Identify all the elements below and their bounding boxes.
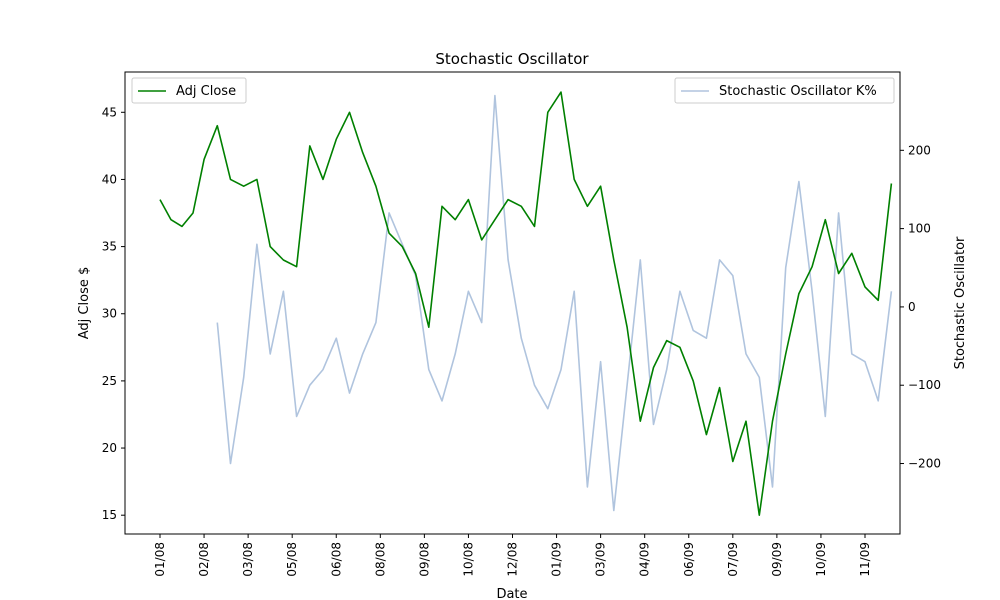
series-stochastic-line [216, 94, 893, 512]
x-ticks: 01/08 02/08 03/08 05/08 06/08 08/08 09/08 10/08… [153, 534, 872, 577]
y-left-ticks: 15 20 25 30 35 40 45 [102, 105, 125, 522]
y-left-tick-label: 25 [102, 374, 117, 388]
x-tick-label: 07/09 [726, 542, 740, 577]
x-tick-label: 02/08 [197, 542, 211, 577]
legend-left-box [131, 77, 247, 104]
x-tick-label: 03/08 [241, 542, 255, 577]
x-tick-label: 01/09 [550, 542, 564, 577]
x-tick-label: 12/08 [506, 542, 520, 577]
legend-right-label: Stochastic Oscillator K% [719, 84, 877, 99]
y-left-axis-title: Adj Close $ [77, 267, 92, 339]
y-left-tick-label: 30 [102, 307, 117, 321]
legend-left: Adj Close [131, 77, 247, 104]
legend-right: Stochastic Oscillator K% [674, 77, 895, 104]
x-tick-label: 10/08 [461, 542, 475, 577]
y-left-tick-label: 35 [102, 240, 117, 254]
y-left-tick-label: 15 [102, 508, 117, 522]
y-right-tick-label: −100 [908, 378, 941, 392]
series-layer [159, 91, 893, 517]
x-axis-title: Date [496, 587, 527, 600]
legend-right-box [674, 77, 895, 104]
y-right-tick-label: 200 [908, 143, 931, 157]
y-right-tick-label: 100 [908, 222, 931, 236]
chart-title: Stochastic Oscillator [435, 50, 589, 68]
x-tick-label: 06/08 [329, 542, 343, 577]
legend-left-label: Adj Close [176, 84, 236, 99]
x-tick-label: 11/09 [858, 542, 872, 577]
y-right-axis-title: Stochastic Oscillator [953, 236, 968, 369]
x-tick-label: 09/08 [417, 542, 431, 577]
y-left-tick-label: 40 [102, 172, 117, 186]
x-tick-label: 08/08 [373, 542, 387, 577]
y-left-tick-label: 20 [102, 441, 117, 455]
y-right-tick-label: 0 [908, 300, 916, 314]
y-right-ticks: −200 −100 0 100 200 [900, 143, 941, 471]
x-tick-label: 05/08 [285, 542, 299, 577]
y-right-tick-label: −200 [908, 457, 941, 471]
y-left-tick-label: 45 [102, 105, 117, 119]
x-tick-label: 01/08 [153, 542, 167, 577]
x-tick-label: 09/09 [770, 542, 784, 577]
x-tick-label: 06/09 [682, 542, 696, 577]
x-tick-label: 10/09 [814, 542, 828, 577]
x-tick-label: 04/09 [638, 542, 652, 577]
x-tick-label: 03/09 [594, 542, 608, 577]
series-adj-close-line [159, 91, 893, 517]
